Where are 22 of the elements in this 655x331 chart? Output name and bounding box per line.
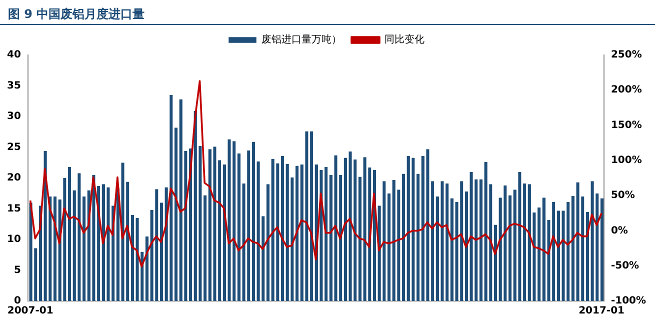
y2-tick-label: 250% — [610, 50, 642, 61]
y2-tick-label: -100% — [610, 296, 646, 307]
x-tick-label: 2007-01 — [7, 306, 54, 317]
y-tick-label: 0 — [14, 296, 21, 307]
chart-title: 图 9 中国废铝月度进口量 — [0, 0, 655, 25]
y-tick-label: 30 — [6, 111, 21, 122]
x-tick-label: 2017-01 — [578, 306, 625, 317]
y-tick-label: 40 — [6, 50, 21, 61]
y2-tick-label: 200% — [610, 84, 642, 96]
y-tick-label: 20 — [6, 172, 21, 184]
y2-tick-label: 100% — [610, 155, 642, 166]
legend-label: 废铝进口量万吨） — [262, 34, 342, 46]
y-tick-label: 35 — [6, 80, 21, 92]
y2-tick-label: -50% — [610, 260, 640, 272]
y-tick-label: 5 — [14, 264, 21, 276]
y-tick-label: 25 — [6, 142, 21, 153]
y2-tick-label: 150% — [610, 120, 642, 131]
y2-tick-label: 50% — [610, 190, 635, 202]
y-tick-label: 15 — [6, 203, 21, 214]
y-tick-label: 10 — [6, 234, 21, 246]
legend-label: 同比变化 — [384, 34, 424, 46]
y2-tick-label: 0% — [610, 225, 628, 236]
